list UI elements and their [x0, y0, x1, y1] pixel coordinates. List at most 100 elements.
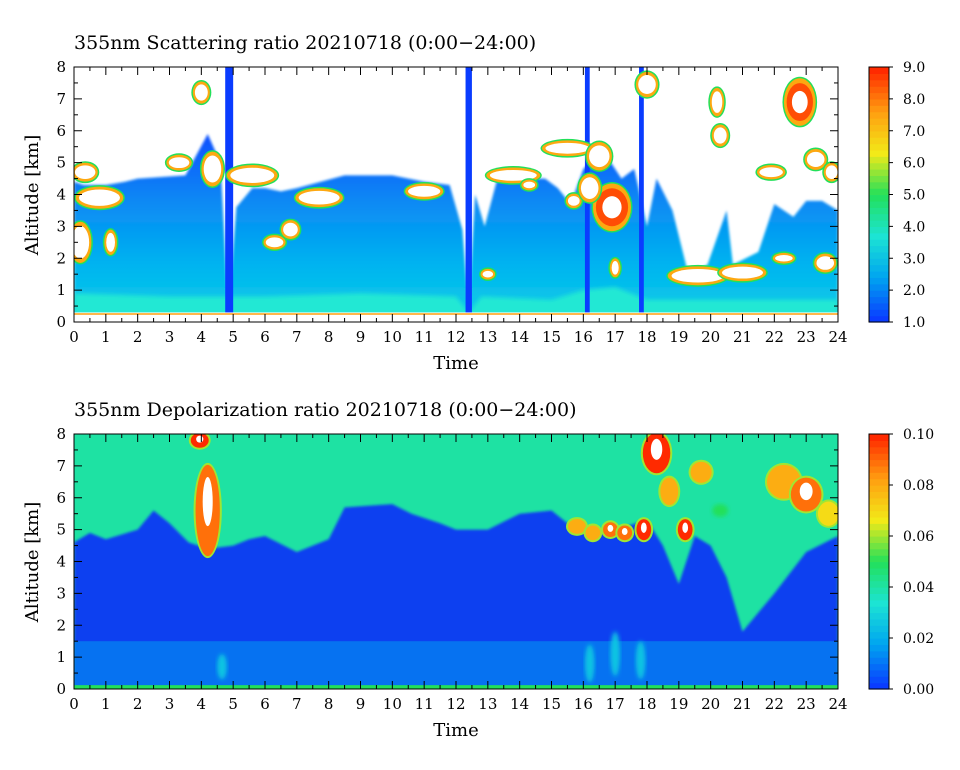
colorbar-segment	[869, 478, 889, 486]
colorbar-segment	[869, 669, 889, 677]
x-tick-label: 4	[197, 328, 207, 346]
x-tick-label: 10	[383, 695, 402, 713]
y-tick-label: 7	[56, 457, 66, 475]
depol-feature-core	[202, 477, 213, 527]
colorbar-segment	[869, 618, 889, 626]
colorbar-segment	[869, 485, 889, 492]
x-tick-label: 0	[69, 695, 79, 713]
colorbar-segment	[869, 465, 889, 473]
colorbar-segment	[869, 245, 889, 253]
cloud-core	[203, 155, 222, 183]
colorbar-segment	[869, 638, 889, 645]
x-tick-label: 1	[101, 695, 111, 713]
scattering-ratio-panel: 355nm Scattering ratio 20210718 (0:00−24…	[22, 32, 925, 374]
cloud-core	[545, 142, 590, 154]
depol-feature	[690, 461, 712, 483]
colorbar-tick-label: 0.08	[903, 478, 934, 494]
depol-feature-core	[607, 524, 614, 532]
colorbar-segment	[869, 220, 889, 227]
x-tick-label: 21	[733, 328, 752, 346]
colorbar-segment	[869, 296, 889, 304]
colorbar-segment	[869, 251, 889, 259]
colorbar-segment	[869, 232, 889, 240]
colorbar-segment	[869, 137, 889, 145]
colorbar-segment	[869, 213, 889, 221]
colorbar-segment	[869, 86, 889, 94]
cloud-core	[168, 157, 190, 169]
x-tick-label: 1	[101, 328, 111, 346]
x-tick-label: 6	[260, 695, 270, 713]
x-tick-label: 13	[478, 328, 497, 346]
plot-area	[74, 67, 838, 322]
colorbar-segment	[869, 239, 889, 247]
colorbar-tick-label: 8.0	[903, 92, 925, 108]
colorbar-segment	[869, 169, 889, 176]
colorbar-segment	[869, 79, 889, 87]
colorbar-segment	[869, 226, 889, 234]
depol-feature	[610, 631, 620, 677]
depol-feature	[568, 519, 586, 534]
colorbar-tick-label: 0.00	[903, 682, 934, 698]
colorbar-tick-label: 4.0	[903, 219, 925, 235]
depol-feature	[660, 477, 679, 506]
depol-feature-core	[799, 482, 813, 501]
colorbar-frame	[868, 433, 890, 690]
colorbar-segment	[869, 130, 889, 138]
x-tick-label: 13	[478, 695, 497, 713]
colorbar-segment	[869, 92, 889, 100]
chart-title: 355nm Depolarization ratio 20210718 (0:0…	[74, 399, 576, 421]
colorbar-segment	[869, 283, 889, 291]
x-tick-label: 8	[324, 328, 334, 346]
colorbar-segment	[869, 599, 889, 607]
colorbar-segment	[869, 657, 889, 665]
x-tick-label: 2	[133, 695, 143, 713]
x-tick-label: 17	[606, 328, 625, 346]
cloud-core	[611, 261, 619, 275]
axes: 0 1 2 3 4 5 6 7 8 9 10 11 12 13 14 15 16 17 18 19 20 21 22 23 24…	[56, 425, 847, 713]
cloud-saturated-core	[791, 90, 808, 114]
colorbar-tick-label: 0.10	[903, 427, 934, 443]
depol-feature	[217, 653, 227, 680]
colorbar-segment	[869, 510, 889, 518]
depol-feature	[584, 644, 595, 683]
colorbar-segment	[869, 264, 889, 272]
colorbar: 0.00 0.02 0.04 0.06 0.08 0.10	[868, 427, 934, 698]
colorbar-tick-label: 0.06	[903, 529, 934, 545]
colorbar-segment	[869, 536, 889, 543]
colorbar-segment	[869, 574, 889, 582]
colorbar-segment	[869, 98, 889, 106]
colorbar-segment	[869, 111, 889, 119]
colorbar-segment	[869, 149, 889, 157]
depol-feature-core	[621, 528, 628, 536]
x-tick-label: 2	[133, 328, 143, 346]
colorbar-segment	[869, 631, 889, 639]
colorbar-tick-label: 1.0	[903, 315, 925, 331]
colorbar-segment	[869, 516, 889, 524]
colorbar-segment	[869, 118, 889, 125]
colorbar-segment	[869, 302, 889, 310]
y-tick-label: 5	[56, 521, 66, 539]
x-tick-label: 18	[637, 695, 656, 713]
colorbar-segment	[869, 162, 889, 170]
colorbar-segment	[869, 676, 889, 684]
y-tick-label: 3	[56, 584, 66, 602]
colorbar-segment	[869, 200, 889, 208]
y-tick-label: 8	[56, 425, 66, 443]
cloud-core	[106, 232, 116, 252]
colorbar-segment	[869, 644, 889, 652]
colorbar-segment	[869, 593, 889, 601]
y-axis-label: Altitude [km]	[22, 135, 43, 257]
colorbar-segment	[869, 315, 889, 323]
cloud-core	[78, 189, 120, 206]
gap-column	[225, 67, 234, 322]
depol-feature	[712, 504, 729, 517]
x-tick-label: 19	[669, 695, 688, 713]
x-axis-label: Time	[433, 353, 478, 374]
colorbar-tick-label: 9.0	[903, 60, 925, 76]
colorbar-segment	[869, 309, 889, 317]
cloud-core	[588, 145, 610, 168]
colorbar-segment	[869, 453, 889, 461]
colorbar-segment	[869, 682, 889, 690]
colorbar-segment	[869, 434, 889, 441]
